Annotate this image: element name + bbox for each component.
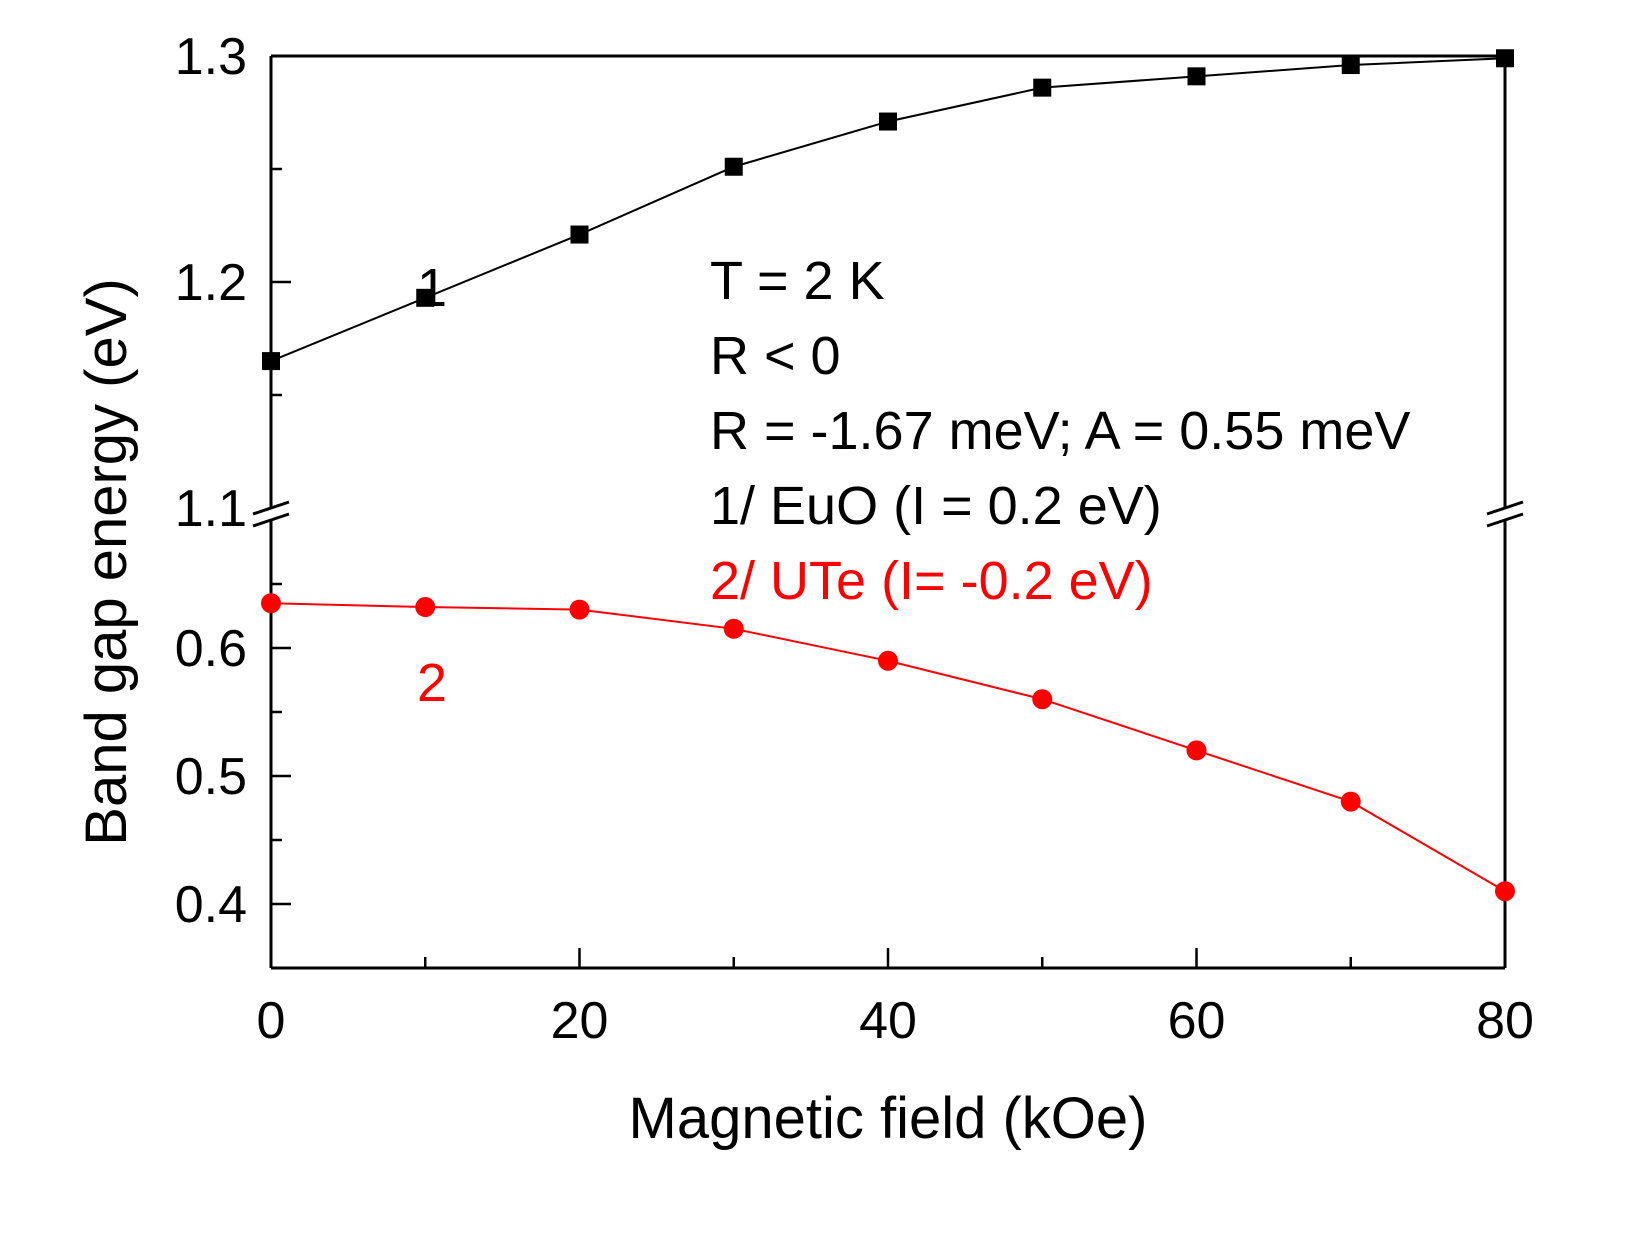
series-1-point: [416, 288, 435, 307]
y-tick-label: 0.5: [175, 748, 247, 806]
x-tick-label: 80: [1476, 992, 1534, 1050]
series-2-point: [1495, 881, 1515, 902]
axis-break-gap-left: [249, 509, 293, 519]
x-tick-label: 60: [1168, 992, 1226, 1050]
plot-frame: [249, 54, 1527, 970]
series-2-point: [1186, 740, 1207, 761]
axis-break-gap-right: [1483, 509, 1527, 519]
series-1-point: [879, 112, 897, 131]
x-tick-label: 40: [859, 992, 917, 1050]
annotation-ute: 2/ UTe (I= -0.2 eV): [710, 551, 1153, 611]
axis-ticks: [269, 54, 1507, 968]
x-tick-label: 20: [551, 992, 609, 1050]
series-1-point: [1341, 56, 1360, 75]
series-2-point: [1340, 791, 1361, 812]
axis-break-mark-left: [252, 512, 290, 528]
y-tick-label: 0.6: [175, 620, 247, 678]
annotation-temperature: T = 2 K: [710, 251, 885, 311]
series-2-point: [723, 618, 744, 639]
axis-break-mark-right: [1486, 512, 1524, 528]
series-2-line: [270, 602, 1506, 893]
y-tick-label: 0.4: [175, 876, 247, 934]
x-tick-labels: 0 20 40 60 80: [257, 992, 1534, 1050]
y-tick-label: 1.1: [175, 480, 247, 538]
annotation-parameters: R = -1.67 meV; A = 0.55 meV: [710, 401, 1410, 461]
series-2-point: [878, 650, 898, 671]
axis-break-mark-right: [1486, 500, 1524, 516]
y-axis-label: Band gap energy (eV): [74, 278, 139, 845]
series-2-point: [415, 597, 436, 618]
x-tick-label: 0: [257, 992, 286, 1050]
series-1-point: [262, 352, 280, 371]
series-2-point: [1032, 689, 1053, 710]
series-2-point: [261, 593, 281, 614]
y-tick-labels-lower: 0.4 0.5 0.6: [175, 620, 247, 934]
y-tick-labels-upper: 1.1 1.2 1.3: [175, 28, 247, 538]
series-1-line: [270, 57, 1506, 363]
axis-break-mark-left: [252, 500, 290, 516]
series-2: [261, 593, 1515, 902]
y-tick-label: 1.2: [175, 254, 247, 312]
series-label-2: 2: [417, 653, 447, 713]
series-2-point: [569, 599, 590, 620]
annotation-r-sign: R < 0: [710, 326, 841, 386]
series-1-point: [1496, 49, 1514, 68]
series-label-1: 1: [417, 258, 447, 318]
series-1: [262, 49, 1514, 371]
series-1-point: [1033, 78, 1052, 97]
y-tick-label: 1.3: [175, 28, 247, 86]
annotation-euo: 1/ EuO (I = 0.2 eV): [710, 476, 1162, 536]
series-1-point: [570, 225, 589, 244]
series-1-point: [724, 157, 743, 176]
series-1-point: [1187, 67, 1206, 86]
x-axis-label: Magnetic field (kOe): [629, 1086, 1148, 1151]
